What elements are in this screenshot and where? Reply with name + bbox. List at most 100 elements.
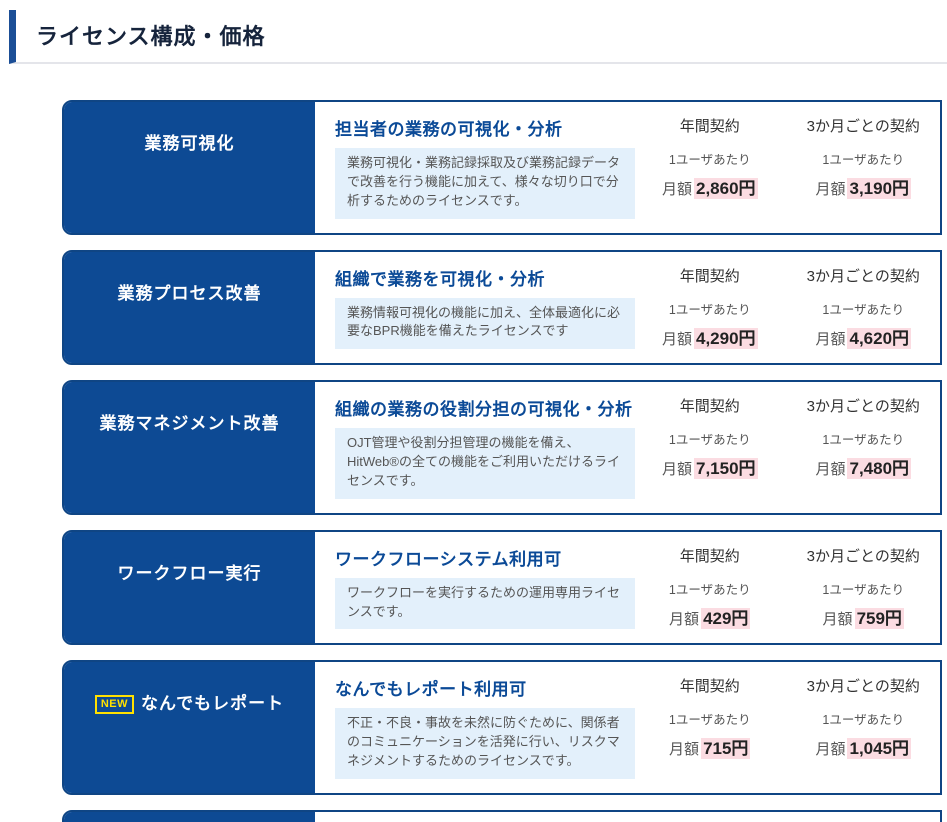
price-area: 年間契約 1ユーザあたり 月額 7,150円 3か月ごとの契約 1ユーザあたり 月… bbox=[633, 382, 940, 513]
monthly-prefix: 月額 bbox=[661, 181, 692, 198]
license-name-panel: 可視化改善進捗確認 bbox=[64, 811, 315, 822]
per-user-label: 1ユーザあたり bbox=[822, 713, 905, 728]
price-value: 4,290円 bbox=[693, 327, 758, 349]
monthly-prefix: 月額 bbox=[815, 741, 846, 759]
license-name-panel: NEW なんでもレポート bbox=[64, 662, 315, 793]
monthly-prefix: 月額 bbox=[815, 330, 846, 348]
plan-description: 業務可視化・業務記録採取及び業務記録データで改善を行う機能に加えて、様々な切り口… bbox=[335, 148, 635, 219]
contract-type-label: 年間契約 bbox=[679, 118, 740, 135]
plan-detail: 組織の業務の役割分担の可視化・分析 OJT管理や役割分担管理の機能を備え、Hit… bbox=[315, 382, 635, 513]
contract-type-label: 3か月ごとの契約 bbox=[806, 547, 920, 565]
monthly-prefix: 月額 bbox=[669, 610, 700, 628]
monthly-price: 月額 7,480円 bbox=[787, 454, 941, 480]
price-value: 7,480円 bbox=[847, 458, 912, 480]
annual-price-column: 年間契約 1ユーザあたり 月額 429円 bbox=[633, 545, 787, 644]
contract-type-label: 年間契約 bbox=[679, 547, 740, 565]
pricing-card: ワークフロー実行 ワークフローシステム利用可 ワークフローを実行するための運用専… bbox=[62, 529, 942, 646]
per-user-label: 1ユーザあたり bbox=[668, 302, 751, 317]
monthly-price: 月額 7,150円 bbox=[633, 454, 787, 480]
price-area: 年間契約 1ユーザあたり 月額 2,860円 3か月ごとの契約 1ユーザあたり 月… bbox=[633, 102, 940, 233]
per-user-label: 1ユーザあたり bbox=[668, 433, 751, 448]
price-value: 3,190円 bbox=[847, 178, 912, 199]
contract-type-label: 年間契約 bbox=[679, 398, 740, 416]
quarterly-price-column: 3か月ごとの契約 1ユーザあたり 月額 4,620円 bbox=[787, 265, 941, 364]
per-user-label: 1ユーザあたり bbox=[822, 582, 905, 597]
plan-detail: HitWeb®利用者のデータを確認 業務可視化、業務改善の進捗状況を確認するため… bbox=[315, 812, 633, 822]
new-badge: NEW bbox=[94, 695, 134, 715]
price-value: 429円 bbox=[701, 607, 751, 629]
license-name-panel: 業務プロセス改善 bbox=[64, 251, 315, 364]
price-area: 年間契約 1ユーザあたり 月額 4,290円 3か月ごとの契約 1ユーザあたり 月… bbox=[633, 252, 940, 364]
monthly-price: 月額 4,620円 bbox=[787, 324, 941, 349]
monthly-prefix: 月額 bbox=[815, 461, 846, 479]
annual-price-column: 年間契約 1ユーザあたり 月額 7,150円 bbox=[633, 395, 787, 513]
pricing-card: 業務プロセス改善 組織で業務を可視化・分析 業務情報可視化の機能に加え、全体最適… bbox=[62, 249, 942, 366]
plan-title: 組織の業務の役割分担の可視化・分析 bbox=[335, 400, 633, 420]
price-value: 2,860円 bbox=[693, 178, 758, 199]
per-user-label: 1ユーザあたり bbox=[668, 713, 751, 728]
per-user-label: 1ユーザあたり bbox=[822, 433, 905, 448]
plan-title: 組織で業務を可視化・分析 bbox=[335, 269, 545, 289]
per-user-label: 1ユーザあたり bbox=[822, 153, 905, 167]
license-name: 業務マネジメント改善 bbox=[99, 414, 280, 434]
pricing-card-list: 業務可視化 担当者の業務の可視化・分析 業務可視化・業務記録採取及び業務記録デー… bbox=[62, 100, 942, 822]
license-name: ワークフロー実行 bbox=[117, 563, 262, 583]
license-name-panel: 業務マネジメント改善 bbox=[64, 382, 315, 513]
quarterly-price-column: 3か月ごとの契約 1ユーザあたり 月額 759円 bbox=[787, 545, 941, 644]
license-name-panel: 業務可視化 bbox=[64, 102, 315, 233]
monthly-price: 月額 3,190円 bbox=[787, 174, 941, 199]
plan-detail: なんでもレポート利用可 不正・不良・事故を未然に防ぐために、関係者のコミュニケー… bbox=[315, 662, 635, 793]
license-name: 業務可視化 bbox=[144, 134, 235, 153]
plan-title: ワークフローシステム利用可 bbox=[335, 549, 562, 569]
price-value: 1,045円 bbox=[847, 738, 912, 760]
monthly-prefix: 月額 bbox=[669, 741, 700, 759]
quarterly-price-column: 3か月ごとの契約 1ユーザあたり 月額 1,045円 bbox=[787, 675, 941, 793]
monthly-prefix: 月額 bbox=[822, 610, 853, 628]
page-title: ライセンス構成・価格 bbox=[36, 24, 266, 49]
plan-detail: 組織で業務を可視化・分析 業務情報可視化の機能に加え、全体最適化に必要なBPR機… bbox=[315, 252, 635, 364]
monthly-price: 月額 429円 bbox=[633, 604, 787, 629]
plan-detail: ワークフローシステム利用可 ワークフローを実行するための運用専用ライセンスです。 bbox=[315, 532, 635, 644]
annual-price-column: 年間契約 1ユーザあたり 月額 715円 bbox=[633, 675, 787, 793]
price-area: 年間契約 1ユーザあたり 月額 429円 3か月ごとの契約 1ユーザあたり 月額 7… bbox=[633, 532, 940, 644]
plan-description: 不正・不良・事故を未然に防ぐために、関係者のコミュニケーションを活発に行い、リス… bbox=[335, 708, 635, 779]
license-name: なんでもレポート bbox=[141, 694, 285, 714]
monthly-price: 月額 2,860円 bbox=[633, 174, 787, 199]
per-user-label: 1ユーザあたり bbox=[668, 153, 751, 167]
plan-description: 業務情報可視化の機能に加え、全体最適化に必要なBPR機能を備えたライセンスです bbox=[335, 297, 635, 350]
quarterly-price-column: 3か月ごとの契約 1ユーザあたり 月額 3,190円 bbox=[787, 115, 941, 233]
plan-title: 担当者の業務の可視化・分析 bbox=[335, 120, 563, 139]
monthly-price: 月額 715円 bbox=[633, 734, 787, 760]
license-name: 業務プロセス改善 bbox=[117, 283, 262, 303]
plan-detail: 担当者の業務の可視化・分析 業務可視化・業務記録採取及び業務記録データで改善を行… bbox=[315, 102, 635, 233]
per-user-label: 1ユーザあたり bbox=[822, 302, 905, 317]
price-value: 4,620円 bbox=[847, 327, 912, 349]
monthly-price: 月額 4,290円 bbox=[633, 324, 787, 349]
license-name-panel: ワークフロー実行 bbox=[64, 531, 315, 644]
contract-type-label: 3か月ごとの契約 bbox=[806, 267, 920, 285]
pricing-card: NEW なんでもレポート なんでもレポート利用可 不正・不良・事故を未然に防ぐため… bbox=[62, 660, 942, 795]
price-value: 715円 bbox=[701, 738, 751, 760]
plan-description: ワークフローを実行するための運用専用ライセンスです。 bbox=[335, 577, 635, 630]
price-value: 759円 bbox=[854, 607, 904, 629]
price-value: 7,150円 bbox=[693, 458, 758, 480]
pricing-card: 可視化改善進捗確認 HitWeb®利用者のデータを確認 業務可視化、業務改善の進… bbox=[62, 809, 942, 822]
annual-price-column: 年間契約 1ユーザあたり 月額 4,290円 bbox=[633, 265, 787, 364]
monthly-price: 月額 759円 bbox=[787, 604, 941, 629]
contract-type-label: 3か月ごとの契約 bbox=[806, 118, 920, 135]
pricing-card: 業務可視化 担当者の業務の可視化・分析 業務可視化・業務記録採取及び業務記録デー… bbox=[62, 100, 942, 235]
contract-type-label: 年間契約 bbox=[679, 267, 740, 285]
monthly-price: 月額 1,045円 bbox=[787, 734, 941, 760]
plan-title: なんでもレポート利用可 bbox=[335, 680, 527, 700]
per-user-label: 1ユーザあたり bbox=[668, 582, 751, 597]
contract-type-label: 3か月ごとの契約 bbox=[806, 398, 920, 416]
monthly-prefix: 月額 bbox=[661, 461, 692, 479]
annual-price-column: 年間契約 1ユーザあたり 月額 2,860円 bbox=[633, 115, 787, 233]
section-header: ライセンス構成・価格 bbox=[9, 10, 947, 64]
pricing-card: 業務マネジメント改善 組織の業務の役割分担の可視化・分析 OJT管理や役割分担管… bbox=[62, 380, 942, 515]
contract-type-label: 年間契約 bbox=[679, 678, 740, 696]
monthly-prefix: 月額 bbox=[661, 330, 692, 348]
monthly-prefix: 月額 bbox=[815, 181, 846, 198]
